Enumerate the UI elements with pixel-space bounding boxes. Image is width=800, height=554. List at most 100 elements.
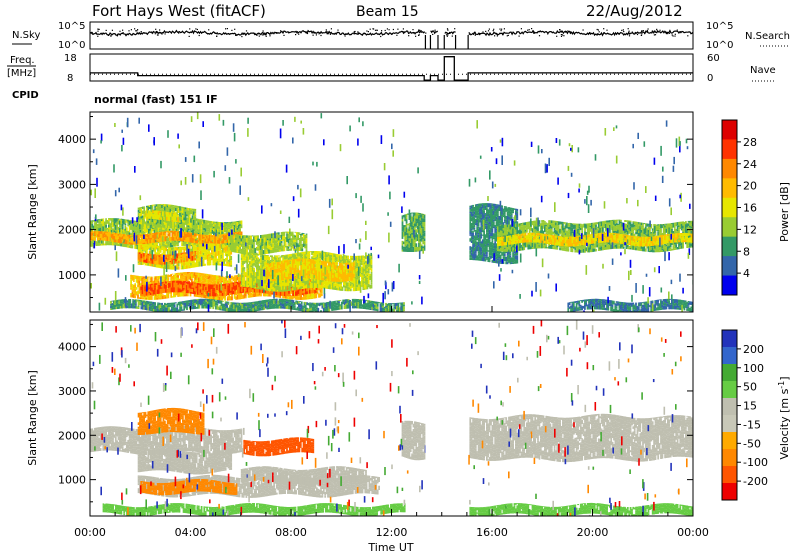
scatter-cell: [203, 286, 206, 290]
noise-search-point: [408, 35, 410, 37]
scatter-cell: [152, 283, 155, 285]
scatter-cell: [332, 286, 334, 290]
scatter-cell: [225, 223, 228, 227]
scatter-cell: [152, 233, 154, 236]
noise-search-point: [386, 28, 388, 30]
scatter-cell: [262, 287, 265, 291]
scatter-cell: [206, 234, 208, 236]
scatter-cell: [237, 220, 240, 222]
scatter-cell: [151, 258, 154, 264]
noise-search-point: [659, 29, 661, 31]
scatter-cell: [205, 287, 207, 291]
scatter-cell: [145, 216, 148, 219]
scatter-cell: [134, 295, 137, 299]
scatter-cell: [228, 222, 230, 224]
scatter-cell: [178, 241, 181, 243]
scatter-cell: [151, 283, 154, 285]
scatter-cell: [190, 222, 192, 228]
scatter-cell: [194, 215, 197, 217]
scatter-cell: [215, 296, 218, 300]
scatter-cell: [206, 261, 209, 266]
scatter-cell: [246, 278, 249, 282]
scatter-cell: [116, 221, 119, 227]
scatter-cell: [187, 212, 190, 218]
nave-label: Nave: [750, 65, 776, 76]
scatter-cell: [200, 234, 203, 237]
scatter-cell: [158, 256, 161, 260]
scatter-cell: [153, 213, 156, 217]
scatter-cell: [191, 245, 194, 247]
scatter-cell: [246, 256, 249, 259]
scatter-cell: [264, 277, 266, 282]
scatter-cell: [307, 294, 309, 298]
scatter-cell: [91, 221, 94, 224]
scatter-cell: [168, 247, 170, 252]
scatter-cell: [148, 289, 151, 292]
scatter-cell: [148, 296, 150, 300]
scatter-cell: [199, 248, 202, 251]
scatter-cell: [210, 221, 212, 222]
scatter-cell: [193, 225, 195, 230]
noise-search-point: [283, 34, 285, 36]
scatter-cell: [141, 263, 144, 265]
scatter-cell: [256, 265, 258, 270]
scatter-cell: [347, 284, 349, 287]
scatter-cell: [159, 209, 162, 212]
scatter-cell: [227, 259, 230, 262]
scatter-cell: [149, 284, 152, 288]
scatter-cell: [250, 269, 253, 274]
scatter-cell: [242, 260, 244, 266]
noise-search-point: [159, 29, 161, 31]
scatter-cell: [154, 242, 157, 248]
scatter-cell: [218, 235, 221, 239]
scatter-cell: [90, 245, 92, 247]
scatter-cell: [221, 280, 224, 283]
scatter-cell: [210, 235, 212, 237]
scatter-cell: [209, 275, 211, 279]
noise-search-point: [447, 34, 449, 36]
scatter-cell: [278, 282, 280, 287]
scatter-cell: [240, 267, 243, 273]
scatter-cell: [268, 256, 271, 261]
scatter-cell: [271, 285, 273, 290]
scatter-cell: [219, 241, 222, 244]
scatter-cell: [153, 230, 156, 235]
scatter-cell: [148, 284, 151, 288]
scatter-cell: [101, 231, 103, 234]
scatter-cell: [207, 223, 210, 225]
noise-search-point: [671, 34, 673, 36]
scatter-cell: [191, 263, 194, 268]
scatter-cell: [247, 291, 250, 296]
scatter-cell: [218, 238, 221, 241]
scatter-cell: [183, 222, 186, 226]
scatter-cell: [161, 260, 163, 265]
scatter-cell: [212, 289, 214, 292]
scatter-cell: [296, 290, 299, 296]
scatter-cell: [316, 257, 319, 259]
noise-search-point: [547, 33, 549, 35]
scatter-cell: [262, 262, 265, 267]
scatter-cell: [145, 241, 148, 244]
scatter-cell: [102, 218, 105, 220]
scatter-cell: [167, 232, 170, 234]
scatter-cell: [236, 221, 239, 226]
scatter-cell: [165, 284, 167, 290]
scatter-cell: [133, 286, 135, 289]
scatter-cell: [175, 220, 178, 222]
scatter-cell: [307, 290, 309, 295]
scatter-cell: [338, 254, 341, 257]
scatter-cell: [261, 285, 264, 289]
scatter-cell: [140, 250, 143, 254]
scatter-cell: [179, 216, 181, 221]
scatter-cell: [202, 262, 205, 266]
scatter-cell: [257, 253, 260, 256]
scatter-cell: [168, 212, 171, 215]
scatter-cell: [262, 291, 265, 297]
scatter-cell: [162, 278, 164, 283]
noise-search-point: [642, 30, 644, 32]
scatter-cell: [239, 281, 242, 284]
scatter-cell: [216, 243, 219, 248]
scatter-cell: [319, 293, 322, 298]
scatter-cell: [158, 247, 161, 252]
scatter-cell: [260, 280, 262, 285]
